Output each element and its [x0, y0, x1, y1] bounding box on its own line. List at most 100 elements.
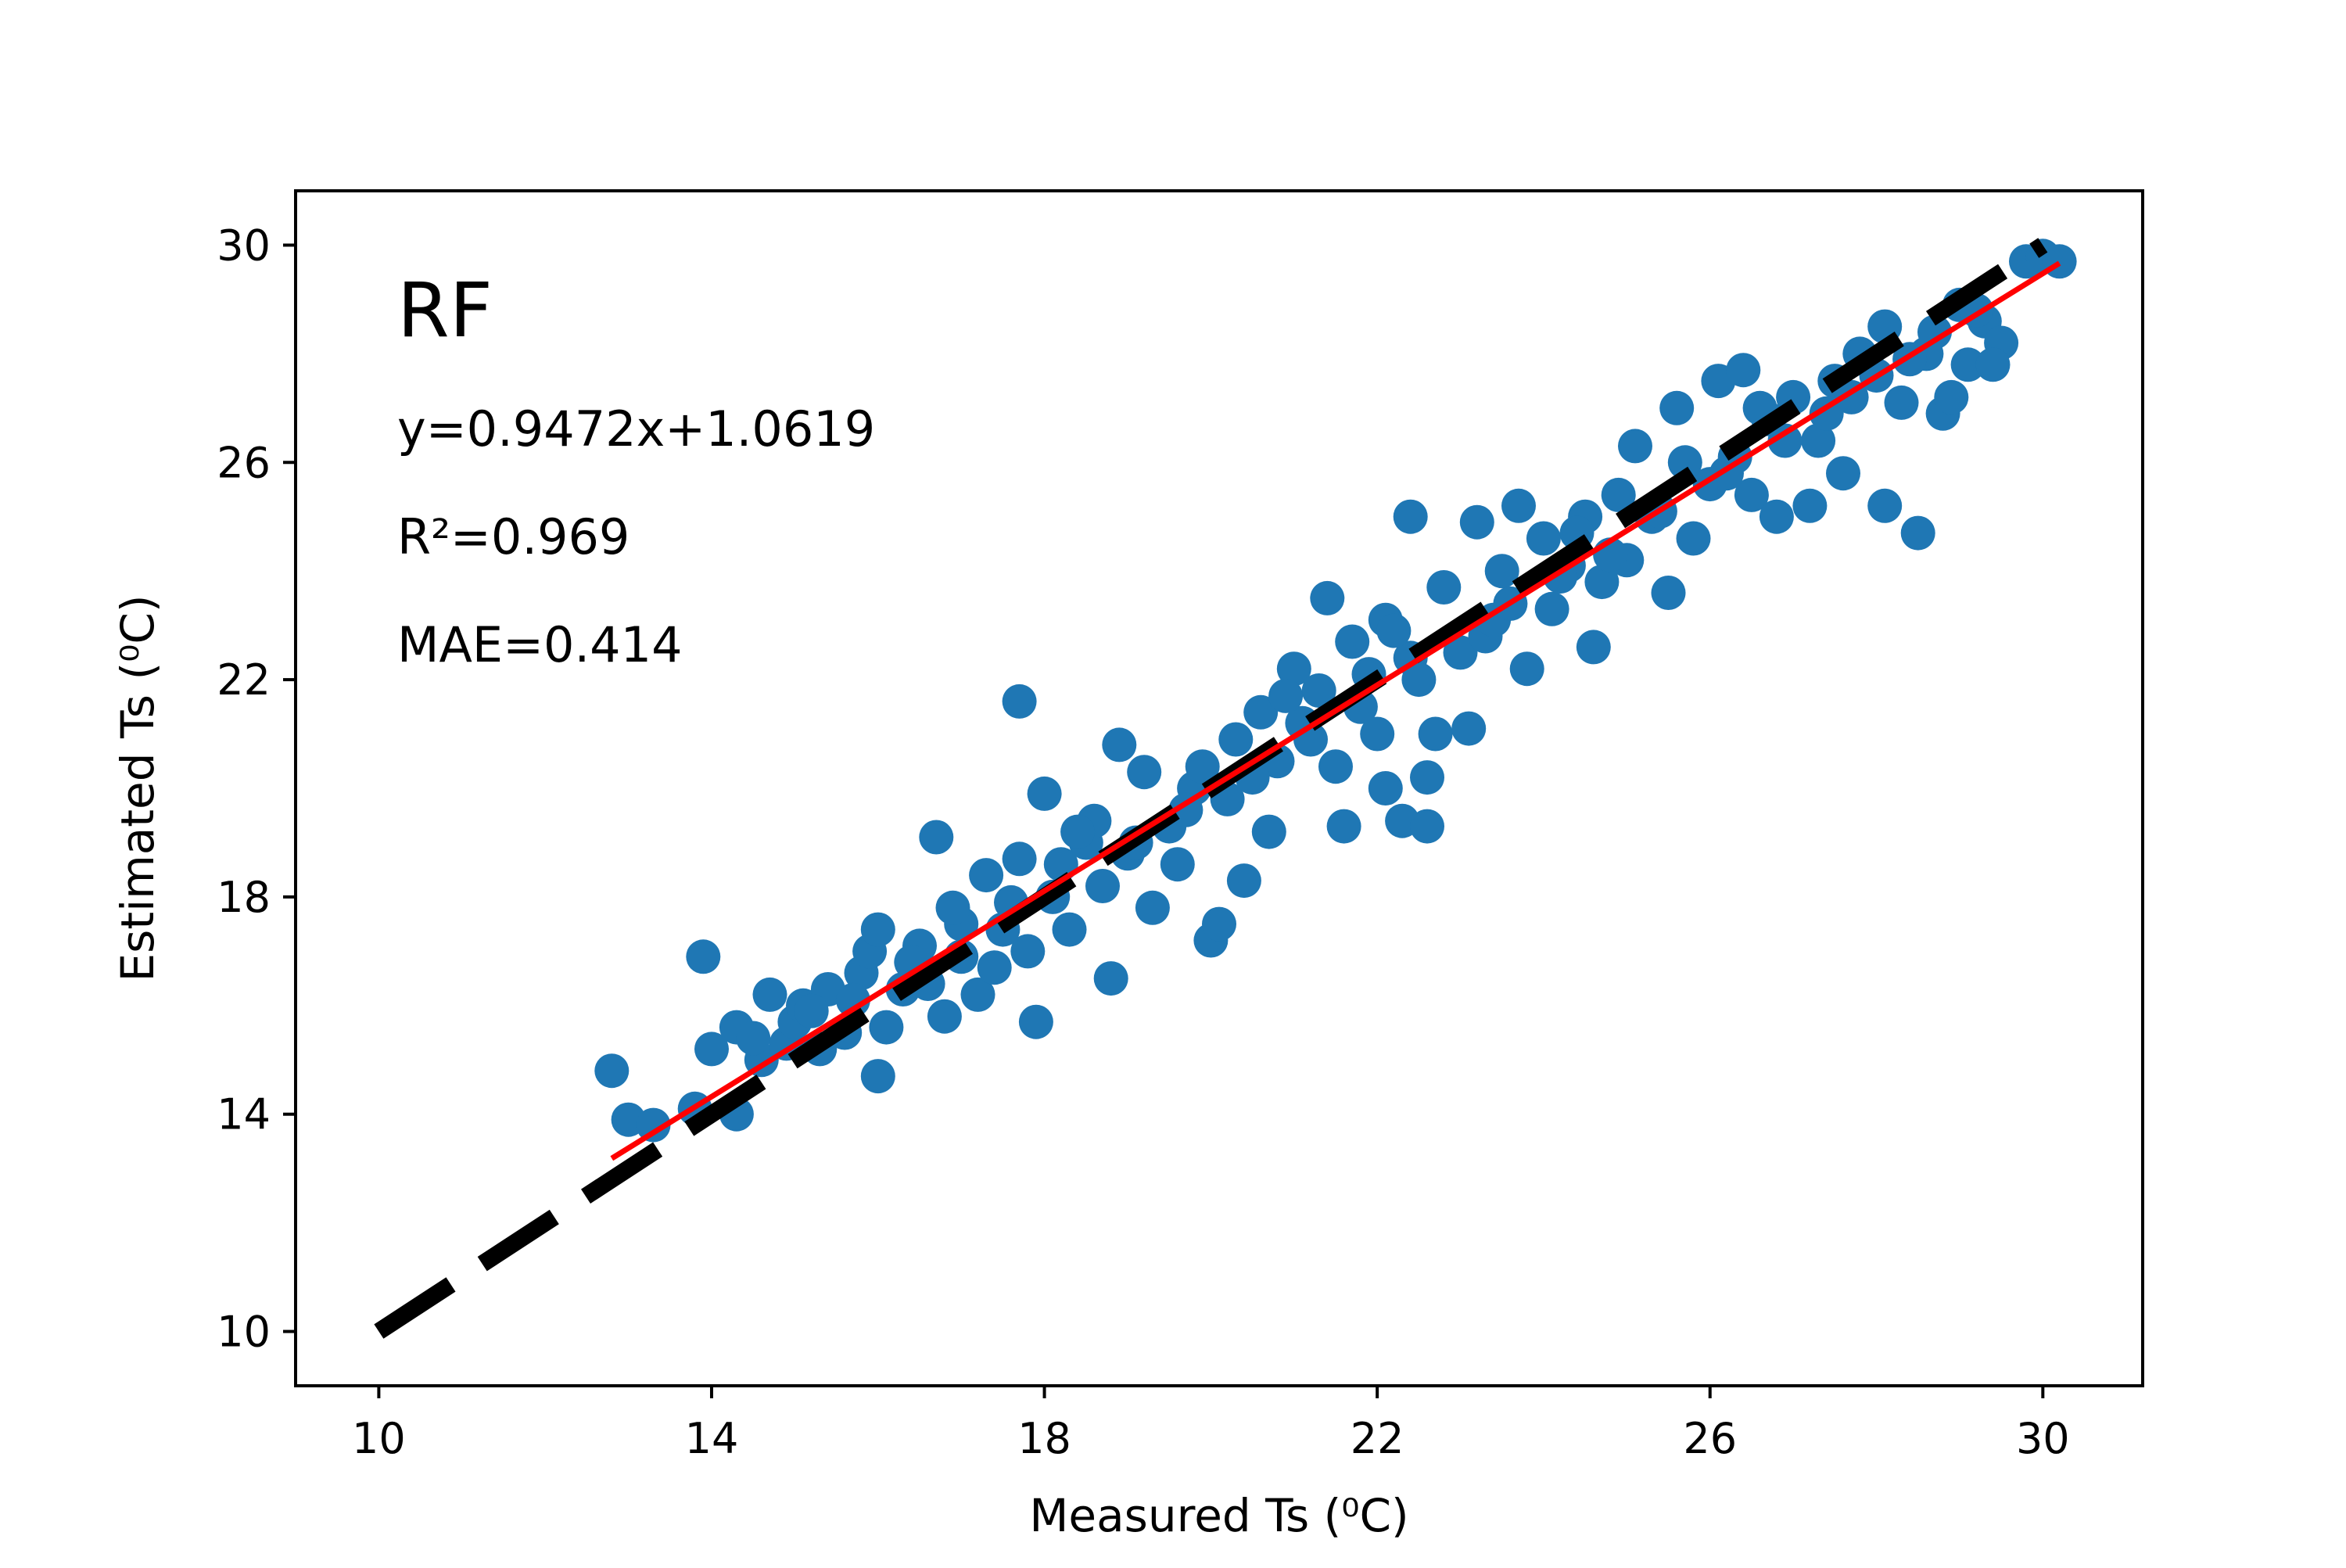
- regression-equation: y=0.9472x+1.0619: [397, 400, 875, 457]
- data-point: [1335, 624, 1370, 659]
- x-tick-label: 22: [1351, 1414, 1404, 1463]
- data-point: [1093, 961, 1128, 996]
- data-point: [1659, 390, 1695, 425]
- data-point: [835, 982, 870, 1017]
- data-point: [1185, 749, 1220, 784]
- data-point: [927, 999, 962, 1034]
- data-point: [1060, 814, 1096, 849]
- x-tick-label: 14: [685, 1414, 739, 1463]
- regression-fit-line: [610, 260, 2061, 1161]
- data-point: [794, 993, 829, 1028]
- data-point: [1726, 353, 1761, 388]
- data-point: [1268, 678, 1304, 713]
- data-point: [1767, 423, 1803, 458]
- mae-value: MAE=0.414: [397, 616, 683, 673]
- data-point: [1975, 347, 2011, 382]
- data-point: [1226, 863, 1261, 899]
- data-point: [694, 1032, 729, 1067]
- y-tick-label: 10: [217, 1308, 271, 1357]
- data-point: [1310, 580, 1345, 615]
- data-point: [1426, 570, 1462, 605]
- data-point: [1509, 651, 1544, 687]
- data-point: [1917, 314, 1952, 350]
- data-point: [1734, 477, 1769, 512]
- data-point: [1867, 488, 1903, 523]
- data-point: [686, 939, 721, 974]
- data-point: [1900, 515, 1935, 551]
- data-point: [960, 977, 995, 1012]
- data-point: [1451, 711, 1487, 746]
- data-point: [1526, 521, 1561, 556]
- x-tick-label: 10: [352, 1414, 406, 1463]
- data-point: [869, 1010, 904, 1045]
- ticks-layer: 10 14 18 22 26 30 10 14 18 22 26 30: [217, 221, 2069, 1463]
- data-point: [1393, 499, 1428, 534]
- data-point: [1301, 673, 1336, 708]
- data-point: [1052, 912, 1087, 947]
- data-point: [1801, 423, 1836, 458]
- data-point: [1676, 521, 1711, 556]
- data-point: [1410, 809, 1444, 844]
- data-point: [1934, 379, 1969, 414]
- data-point: [1127, 755, 1162, 790]
- y-tick-label: 22: [217, 655, 271, 705]
- data-point: [1418, 716, 1453, 752]
- x-axis-label: Measured Ts (⁰C): [1029, 1489, 1408, 1542]
- data-point: [1584, 565, 1620, 600]
- y-tick-label: 26: [217, 438, 271, 487]
- data-point: [1443, 635, 1478, 670]
- data-point: [1401, 662, 1437, 698]
- data-point: [1102, 727, 1137, 762]
- y-tick-label: 14: [217, 1090, 271, 1139]
- data-point: [594, 1053, 630, 1089]
- data-point: [1410, 760, 1444, 795]
- data-point: [1651, 576, 1686, 610]
- data-point: [1002, 684, 1037, 719]
- data-point: [860, 912, 895, 947]
- data-point: [1884, 385, 1919, 420]
- data-point: [1484, 554, 1519, 589]
- data-point: [636, 1107, 671, 1143]
- data-point: [1360, 716, 1395, 752]
- lines-layer: [374, 238, 2061, 1339]
- data-point: [1826, 456, 1860, 491]
- data-point: [1759, 499, 1794, 534]
- data-point: [935, 890, 970, 925]
- data-point: [1534, 591, 1569, 626]
- data-point: [1218, 722, 1254, 757]
- data-point: [1318, 749, 1353, 784]
- data-point: [977, 950, 1012, 985]
- data-point: [1792, 488, 1828, 523]
- data-point: [1085, 869, 1120, 903]
- data-point: [1010, 934, 1046, 969]
- data-point: [1018, 1004, 1053, 1039]
- data-point: [860, 1059, 895, 1094]
- data-point: [969, 858, 1004, 893]
- data-point: [1326, 809, 1361, 844]
- y-tick-label: 30: [217, 221, 271, 270]
- data-point: [1618, 429, 1652, 464]
- data-point: [1459, 504, 1494, 540]
- data-point: [919, 820, 954, 855]
- data-point: [1243, 694, 1279, 730]
- y-axis-label: Estimated Ts (⁰C): [111, 595, 164, 982]
- x-tick-label: 18: [1017, 1414, 1071, 1463]
- data-point: [1368, 771, 1403, 806]
- data-point: [1501, 488, 1536, 523]
- data-point: [1027, 776, 1062, 811]
- y-tick-label: 18: [217, 873, 271, 922]
- plot-frame: [294, 189, 2144, 1387]
- model-label: RF: [397, 267, 493, 354]
- data-point: [1276, 651, 1311, 687]
- x-tick-label: 26: [1683, 1414, 1737, 1463]
- data-point: [1160, 847, 1195, 882]
- data-point: [1002, 841, 1037, 877]
- data-point: [1135, 890, 1170, 925]
- data-point: [1376, 613, 1412, 648]
- data-point: [1601, 477, 1636, 512]
- data-point: [752, 977, 787, 1012]
- x-tick-label: 30: [2016, 1414, 2070, 1463]
- data-point: [736, 1021, 771, 1056]
